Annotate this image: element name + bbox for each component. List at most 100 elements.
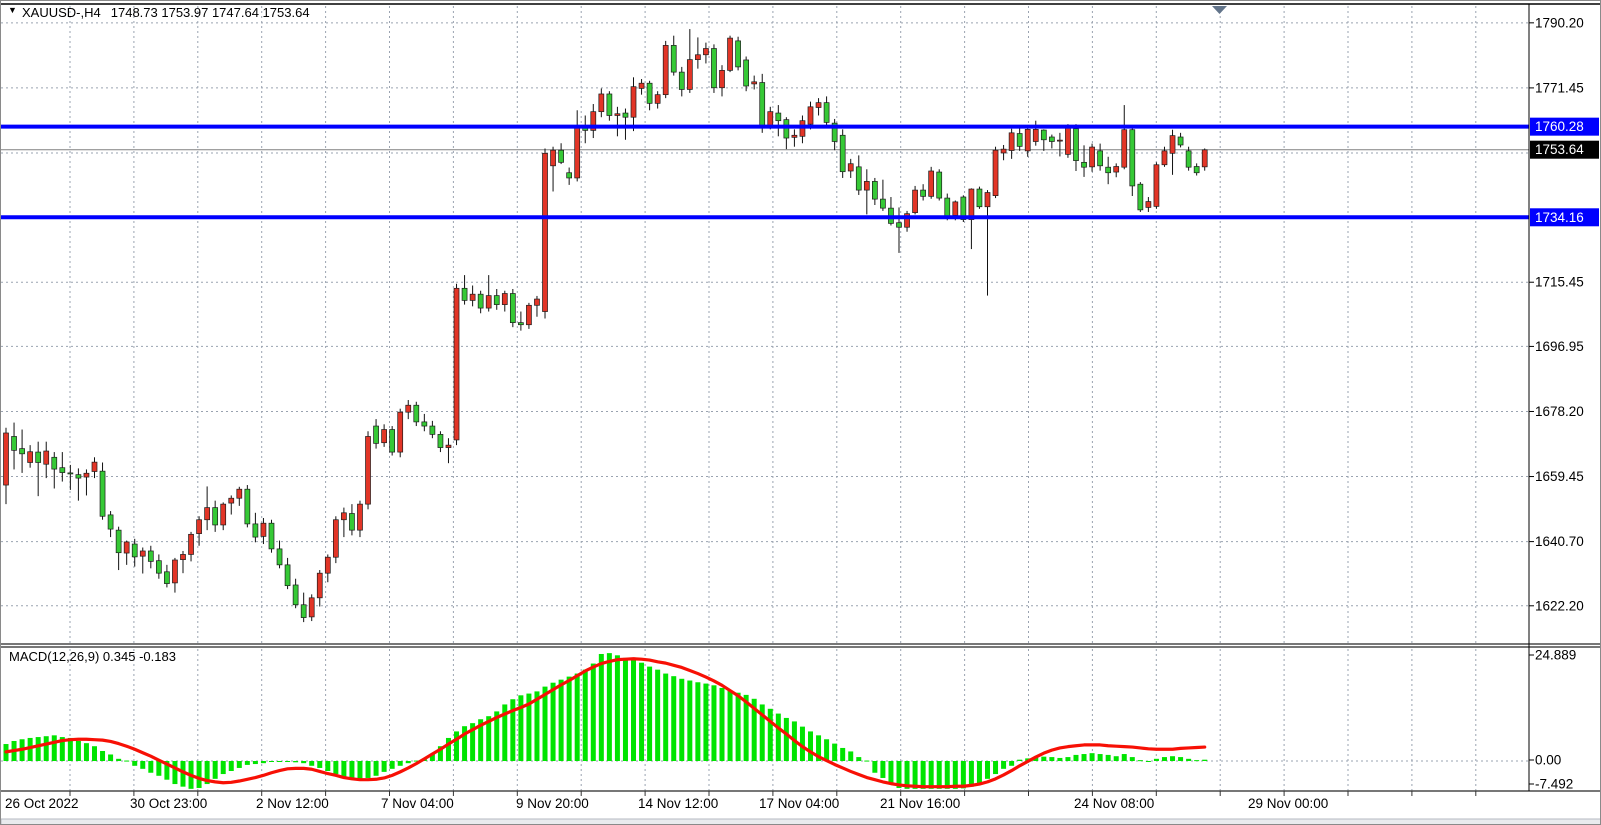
macd-hist-bar bbox=[156, 761, 162, 776]
bear-candle-body bbox=[107, 514, 114, 530]
bear-candle-body bbox=[421, 421, 428, 427]
symbol-dropdown-icon: ▼ bbox=[8, 5, 17, 15]
bull-candle-body bbox=[863, 181, 870, 191]
macd-hist-bar bbox=[35, 737, 41, 761]
bear-candle-body bbox=[1040, 129, 1047, 141]
bear-candle-body bbox=[678, 71, 685, 90]
macd-hist-bar bbox=[735, 692, 741, 761]
bull-candle-body bbox=[83, 472, 90, 478]
bear-candle-body bbox=[944, 197, 951, 217]
bull-candle-body bbox=[904, 213, 910, 228]
bull-candle-body bbox=[912, 189, 918, 213]
bear-candle-body bbox=[1105, 166, 1112, 174]
window-bottom-strip bbox=[1, 818, 1600, 824]
macd-hist-bar bbox=[944, 761, 950, 789]
macd-hist-bar bbox=[59, 737, 65, 761]
bull-candle-body bbox=[196, 519, 202, 534]
bull-candle-body bbox=[751, 81, 758, 85]
bear-candle-body bbox=[212, 507, 219, 526]
bull-candle-body bbox=[767, 111, 774, 127]
macd-hist-bar bbox=[1170, 756, 1176, 761]
bull-candle-body bbox=[847, 163, 854, 172]
macd-hist-bar bbox=[132, 761, 138, 766]
bear-candle-body bbox=[67, 472, 74, 475]
macd-hist-bar bbox=[349, 761, 355, 778]
bear-candle-body bbox=[759, 82, 766, 128]
macd-hist-bar bbox=[494, 711, 500, 761]
macd-hist-bar bbox=[727, 690, 733, 761]
bull-candle-body bbox=[1057, 139, 1063, 142]
price-axis-label: 1659.45 bbox=[1535, 469, 1584, 484]
bear-candle-body bbox=[51, 456, 58, 470]
symbol-period-label: XAUUSD-,H4 bbox=[22, 5, 101, 20]
macd-hist-bar bbox=[824, 739, 830, 761]
bear-candle-body bbox=[156, 560, 162, 574]
time-axis-label: 9 Nov 20:00 bbox=[516, 796, 589, 811]
price-axis-label: 1640.70 bbox=[1535, 534, 1584, 549]
macd-hist-bar bbox=[574, 673, 580, 761]
macd-hist-bar bbox=[180, 761, 186, 787]
macd-hist-bar bbox=[445, 737, 451, 761]
macd-hist-bar bbox=[373, 761, 379, 776]
macd-hist-bar bbox=[976, 761, 982, 785]
macd-hist-bar bbox=[1065, 757, 1071, 761]
macd-hist-bar bbox=[775, 713, 781, 761]
macd-hist-bar bbox=[671, 676, 677, 761]
bull-candle-body bbox=[204, 507, 210, 521]
macd-hist-bar bbox=[566, 676, 572, 761]
chart-shift-triangle[interactable] bbox=[1212, 6, 1227, 14]
macd-hist-bar bbox=[357, 761, 363, 779]
bull-candle-body bbox=[365, 436, 371, 505]
time-axis-label: 26 Oct 2022 bbox=[5, 796, 79, 811]
macd-hist-bar bbox=[1202, 759, 1208, 761]
macd-hist-bar bbox=[341, 761, 347, 778]
current-price-badge-text: 1753.64 bbox=[1535, 142, 1584, 157]
bull-candle-body bbox=[445, 444, 452, 448]
bull-candle-body bbox=[43, 450, 50, 465]
bear-candle-body bbox=[131, 543, 138, 558]
macd-signal-line bbox=[4, 657, 1207, 789]
chart-title: XAUUSD-,H4 1748.73 1753.97 1747.64 1753.6… bbox=[22, 5, 310, 20]
bull-candle-body bbox=[27, 451, 33, 463]
price-axis[interactable]: 1790.20 1771.45 1715.45 1696.95 1678.20 1659.… bbox=[1529, 15, 1599, 792]
bear-candle-body bbox=[99, 470, 106, 517]
macd-hist-bar bbox=[381, 761, 387, 772]
bull-candle-body bbox=[469, 293, 476, 301]
bear-candle-body bbox=[1016, 133, 1023, 147]
time-axis-label: 14 Nov 12:00 bbox=[638, 796, 718, 811]
macd-hist-bar bbox=[502, 704, 508, 761]
bear-candle-body bbox=[606, 93, 613, 116]
macd-hist-bar bbox=[631, 660, 637, 761]
bull-candle-body bbox=[695, 54, 701, 60]
macd-hist-bar bbox=[454, 731, 460, 761]
bull-candle-body bbox=[228, 497, 235, 504]
macd-hist-bar bbox=[108, 754, 114, 761]
macd-hist-bar bbox=[285, 761, 291, 762]
macd-hist-bar bbox=[212, 761, 218, 779]
macd-hist-bar bbox=[397, 761, 403, 766]
bear-candle-body bbox=[1193, 166, 1200, 174]
price-axis-label: 1622.20 bbox=[1535, 598, 1584, 613]
macd-hist-bar bbox=[1001, 761, 1007, 769]
time-axis[interactable]: 26 Oct 2022 30 Oct 23:00 2 Nov 12:00 7 Nov … bbox=[5, 791, 1477, 811]
macd-hist-bar bbox=[405, 761, 411, 764]
macd-hist-bar bbox=[325, 761, 331, 772]
bear-candle-body bbox=[292, 584, 299, 606]
bear-candle-body bbox=[147, 550, 154, 562]
macd-hist-bar bbox=[252, 761, 258, 765]
time-axis-label: 17 Nov 04:00 bbox=[759, 796, 839, 811]
bear-candle-body bbox=[1097, 150, 1103, 167]
bear-candle-body bbox=[518, 322, 524, 326]
macd-axis-label: -7.492 bbox=[1535, 777, 1573, 792]
bull-candle-body bbox=[172, 559, 178, 584]
macd-hist-bar bbox=[695, 682, 701, 761]
bull-candle-body bbox=[308, 597, 315, 618]
macd-hist-bar bbox=[1121, 754, 1127, 761]
macd-hist-bar bbox=[43, 736, 49, 761]
macd-hist-bar bbox=[301, 761, 307, 764]
bear-candle-body bbox=[976, 188, 983, 208]
macd-hist-bar bbox=[140, 761, 146, 769]
macd-hist-bar bbox=[268, 761, 274, 762]
